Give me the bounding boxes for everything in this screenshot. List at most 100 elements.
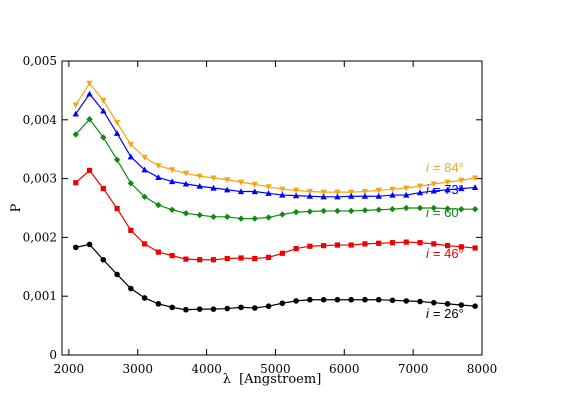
- data-point: [472, 303, 478, 309]
- data-point: [293, 298, 299, 304]
- series-label: i = 46°: [426, 246, 464, 261]
- data-point: [375, 296, 382, 303]
- data-point: [279, 300, 286, 307]
- data-point: [210, 175, 217, 182]
- data-point: [168, 206, 176, 213]
- data-point: [196, 183, 203, 189]
- data-point: [141, 166, 148, 173]
- data-point: [416, 189, 424, 196]
- data-point: [293, 245, 299, 252]
- data-point: [183, 256, 189, 262]
- series-group: [72, 80, 479, 196]
- data-point: [417, 240, 423, 246]
- y-tick-label: 0,003: [23, 172, 57, 186]
- data-point: [73, 180, 79, 186]
- data-point: [375, 193, 382, 199]
- data-point: [72, 131, 79, 138]
- y-tick-label: 0,001: [23, 289, 57, 303]
- series-line: [75, 92, 476, 198]
- data-point: [224, 177, 231, 183]
- series-label-prefix: i: [426, 160, 430, 175]
- series-layer: [72, 80, 479, 313]
- series-line: [75, 82, 476, 193]
- data-point: [334, 207, 341, 215]
- data-point: [389, 297, 396, 304]
- data-point: [306, 193, 314, 199]
- y-tick-label: 0: [49, 348, 57, 362]
- series-line: [75, 118, 476, 220]
- data-point: [86, 90, 93, 97]
- data-point: [389, 186, 396, 193]
- data-point: [72, 244, 79, 251]
- y-tick-label: 0,004: [23, 113, 58, 127]
- data-point: [458, 177, 465, 184]
- data-point: [265, 190, 272, 196]
- data-point: [210, 257, 217, 263]
- data-point: [182, 180, 190, 187]
- data-point: [403, 185, 410, 192]
- data-point: [444, 179, 451, 186]
- series-label-value: = 84°: [433, 160, 464, 175]
- data-point: [472, 245, 478, 251]
- series-group: [72, 241, 478, 313]
- data-point: [416, 183, 424, 190]
- series-group: [72, 90, 479, 200]
- data-point: [128, 285, 134, 292]
- data-point: [348, 296, 354, 303]
- data-point: [169, 253, 175, 259]
- data-point: [113, 120, 121, 126]
- data-point: [265, 254, 272, 260]
- series-line: [75, 169, 476, 261]
- data-point: [196, 173, 203, 180]
- data-point: [431, 299, 437, 306]
- data-point: [306, 208, 314, 215]
- series-label-prefix: i: [426, 182, 430, 197]
- data-point: [100, 134, 107, 141]
- data-point: [210, 184, 217, 191]
- data-point: [86, 241, 93, 248]
- data-point: [155, 301, 162, 307]
- series-group: [72, 116, 479, 222]
- data-point: [265, 184, 272, 191]
- data-point: [155, 249, 161, 255]
- data-point: [347, 189, 355, 196]
- data-point: [430, 187, 438, 194]
- data-point: [182, 170, 190, 177]
- data-point: [389, 240, 396, 246]
- data-point: [321, 243, 327, 249]
- series-label-prefix: i: [426, 306, 430, 321]
- data-point: [375, 187, 382, 194]
- data-point: [361, 188, 369, 195]
- data-point: [265, 214, 272, 221]
- data-point: [430, 181, 438, 188]
- data-point: [238, 304, 244, 311]
- data-point: [100, 107, 107, 114]
- data-point: [182, 210, 190, 217]
- data-point: [307, 243, 313, 249]
- data-point: [279, 191, 286, 198]
- plot-frame: [61, 60, 483, 356]
- data-point: [471, 175, 479, 182]
- x-tick-label: 8000: [467, 362, 498, 376]
- data-point: [86, 80, 93, 87]
- data-point: [347, 193, 355, 199]
- data-point: [416, 204, 424, 212]
- x-tick-label: 4000: [191, 362, 222, 376]
- x-axis-label-symbol: λ: [223, 372, 231, 387]
- data-point: [224, 186, 231, 193]
- data-point: [113, 130, 121, 136]
- data-point: [114, 271, 120, 278]
- series-label: i = 26°: [426, 306, 464, 321]
- data-point: [444, 205, 451, 212]
- series-label-value: = 73°: [433, 182, 464, 197]
- data-point: [444, 243, 451, 249]
- data-point: [251, 215, 258, 222]
- series-label: i = 60°: [426, 205, 464, 220]
- series-label: i = 73°: [426, 182, 464, 197]
- data-point: [458, 244, 464, 250]
- data-point: [320, 207, 327, 215]
- data-point: [320, 189, 327, 196]
- data-point: [113, 156, 121, 163]
- series-label: i = 84°: [426, 160, 464, 175]
- data-point: [444, 301, 451, 307]
